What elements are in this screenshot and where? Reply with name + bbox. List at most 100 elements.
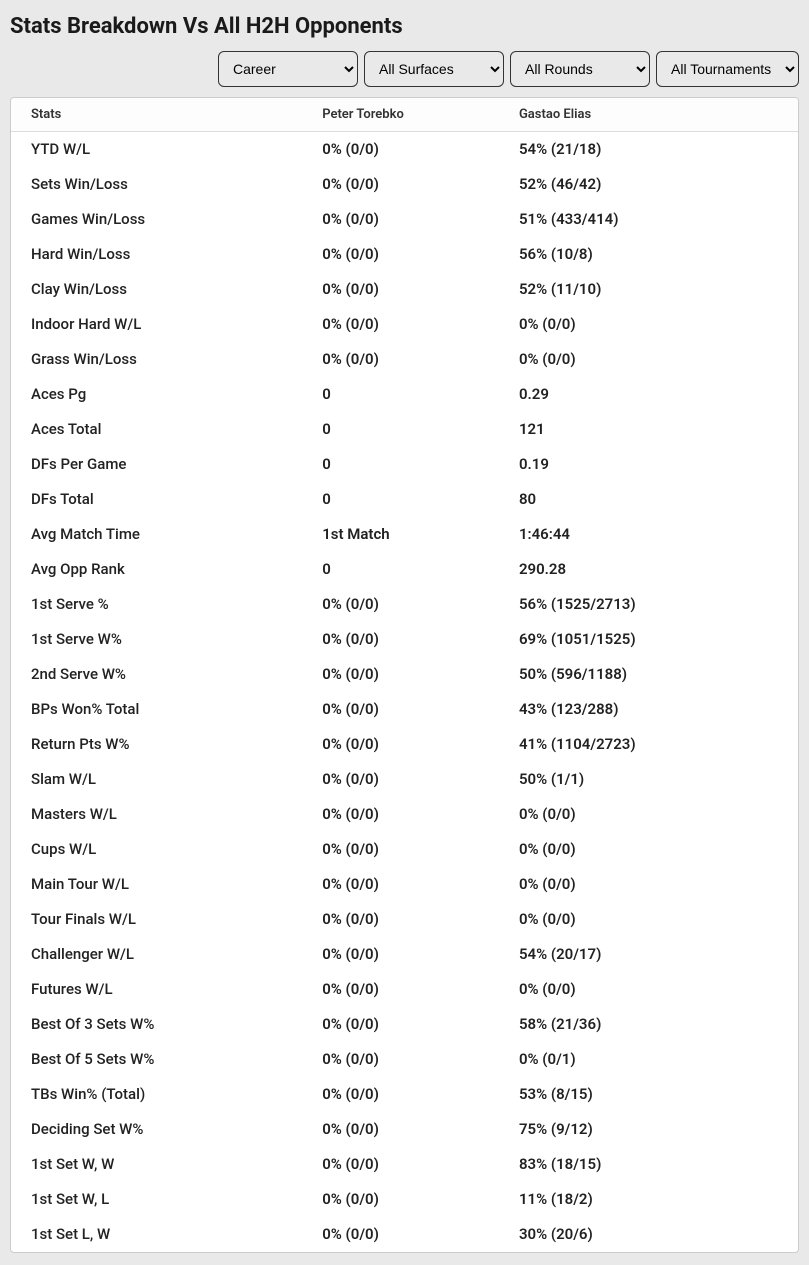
round-select[interactable]: All Rounds <box>510 51 650 87</box>
col-header-player1: Peter Torebko <box>302 98 499 132</box>
stat-value: 0% (0/0) <box>302 342 499 377</box>
stat-label: DFs Per Game <box>11 447 302 482</box>
stat-label: YTD W/L <box>11 132 302 167</box>
table-row: 1st Serve %0% (0/0)56% (1525/2713) <box>11 587 798 622</box>
table-row: DFs Total080 <box>11 482 798 517</box>
table-row: Return Pts W%0% (0/0)41% (1104/2723) <box>11 727 798 762</box>
table-row: Avg Opp Rank0290.28 <box>11 552 798 587</box>
stat-value: 0% (0/0) <box>302 587 499 622</box>
stat-value: 54% (21/18) <box>499 132 798 167</box>
stats-container: Stats Breakdown Vs All H2H Opponents Car… <box>0 0 809 1263</box>
table-row: Best Of 3 Sets W%0% (0/0)58% (21/36) <box>11 1007 798 1042</box>
stat-value: 0% (0/0) <box>499 867 798 902</box>
stat-label: Games Win/Loss <box>11 202 302 237</box>
stat-value: 0 <box>302 482 499 517</box>
filters-row: Career All Surfaces All Rounds All Tourn… <box>10 51 799 87</box>
stat-value: 0% (0/0) <box>302 727 499 762</box>
table-row: 2nd Serve W%0% (0/0)50% (596/1188) <box>11 657 798 692</box>
table-row: Deciding Set W%0% (0/0)75% (9/12) <box>11 1112 798 1147</box>
stat-value: 0% (0/0) <box>302 167 499 202</box>
stat-value: 0% (0/0) <box>302 1147 499 1182</box>
stat-value: 80 <box>499 482 798 517</box>
stat-value: 54% (20/17) <box>499 937 798 972</box>
stat-value: 0% (0/0) <box>499 902 798 937</box>
stat-label: 2nd Serve W% <box>11 657 302 692</box>
stat-value: 0% (0/0) <box>302 797 499 832</box>
table-row: Clay Win/Loss0% (0/0)52% (11/10) <box>11 272 798 307</box>
stat-value: 0% (0/0) <box>302 832 499 867</box>
stat-value: 0% (0/0) <box>302 1077 499 1112</box>
stat-value: 0% (0/1) <box>499 1042 798 1077</box>
table-row: YTD W/L0% (0/0)54% (21/18) <box>11 132 798 167</box>
stats-table-wrapper: Stats Peter Torebko Gastao Elias YTD W/L… <box>10 97 799 1253</box>
col-header-stats: Stats <box>11 98 302 132</box>
stat-value: 0% (0/0) <box>302 902 499 937</box>
stat-label: 1st Set L, W <box>11 1217 302 1252</box>
table-row: Avg Match Time1st Match1:46:44 <box>11 517 798 552</box>
stat-label: Return Pts W% <box>11 727 302 762</box>
stat-value: 0 <box>302 552 499 587</box>
stat-value: 0 <box>302 412 499 447</box>
stats-table: Stats Peter Torebko Gastao Elias YTD W/L… <box>11 98 798 1252</box>
stat-value: 0% (0/0) <box>302 1112 499 1147</box>
table-row: Main Tour W/L0% (0/0)0% (0/0) <box>11 867 798 902</box>
stat-value: 52% (46/42) <box>499 167 798 202</box>
stat-value: 0% (0/0) <box>302 867 499 902</box>
stat-value: 69% (1051/1525) <box>499 622 798 657</box>
stat-label: Best Of 5 Sets W% <box>11 1042 302 1077</box>
stat-value: 0.19 <box>499 447 798 482</box>
table-row: DFs Per Game00.19 <box>11 447 798 482</box>
stat-value: 0% (0/0) <box>302 657 499 692</box>
stats-tbody: YTD W/L0% (0/0)54% (21/18)Sets Win/Loss0… <box>11 132 798 1252</box>
stat-value: 0% (0/0) <box>302 237 499 272</box>
stat-value: 52% (11/10) <box>499 272 798 307</box>
table-row: 1st Set W, L0% (0/0)11% (18/2) <box>11 1182 798 1217</box>
stat-value: 51% (433/414) <box>499 202 798 237</box>
stat-label: Avg Opp Rank <box>11 552 302 587</box>
stat-label: Sets Win/Loss <box>11 167 302 202</box>
stat-value: 1:46:44 <box>499 517 798 552</box>
stat-value: 0% (0/0) <box>302 1182 499 1217</box>
timeframe-select[interactable]: Career <box>218 51 358 87</box>
stat-value: 0% (0/0) <box>302 1042 499 1077</box>
stat-value: 0% (0/0) <box>302 1007 499 1042</box>
table-row: TBs Win% (Total)0% (0/0)53% (8/15) <box>11 1077 798 1112</box>
table-row: Challenger W/L0% (0/0)54% (20/17) <box>11 937 798 972</box>
stat-value: 0% (0/0) <box>302 202 499 237</box>
stat-label: Avg Match Time <box>11 517 302 552</box>
stat-value: 0 <box>302 377 499 412</box>
stat-label: 1st Serve % <box>11 587 302 622</box>
stat-label: Challenger W/L <box>11 937 302 972</box>
stat-value: 0% (0/0) <box>499 342 798 377</box>
stat-value: 30% (20/6) <box>499 1217 798 1252</box>
stat-label: Main Tour W/L <box>11 867 302 902</box>
table-row: Tour Finals W/L0% (0/0)0% (0/0) <box>11 902 798 937</box>
table-row: Best Of 5 Sets W%0% (0/0)0% (0/1) <box>11 1042 798 1077</box>
stat-label: Grass Win/Loss <box>11 342 302 377</box>
table-row: Games Win/Loss0% (0/0)51% (433/414) <box>11 202 798 237</box>
stat-value: 75% (9/12) <box>499 1112 798 1147</box>
stat-value: 53% (8/15) <box>499 1077 798 1112</box>
stat-label: DFs Total <box>11 482 302 517</box>
stat-value: 50% (1/1) <box>499 762 798 797</box>
table-row: Slam W/L0% (0/0)50% (1/1) <box>11 762 798 797</box>
table-row: Aces Pg00.29 <box>11 377 798 412</box>
stat-value: 83% (18/15) <box>499 1147 798 1182</box>
stat-value: 56% (1525/2713) <box>499 587 798 622</box>
stat-value: 290.28 <box>499 552 798 587</box>
stat-value: 50% (596/1188) <box>499 657 798 692</box>
stat-value: 0% (0/0) <box>302 972 499 1007</box>
table-row: Masters W/L0% (0/0)0% (0/0) <box>11 797 798 832</box>
stat-label: Indoor Hard W/L <box>11 307 302 342</box>
stat-value: 121 <box>499 412 798 447</box>
stat-value: 0% (0/0) <box>499 832 798 867</box>
tournament-select[interactable]: All Tournaments <box>656 51 799 87</box>
col-header-player2: Gastao Elias <box>499 98 798 132</box>
table-row: Futures W/L0% (0/0)0% (0/0) <box>11 972 798 1007</box>
stat-label: Slam W/L <box>11 762 302 797</box>
stat-label: Cups W/L <box>11 832 302 867</box>
stat-value: 11% (18/2) <box>499 1182 798 1217</box>
surface-select[interactable]: All Surfaces <box>364 51 504 87</box>
table-row: Indoor Hard W/L0% (0/0)0% (0/0) <box>11 307 798 342</box>
stat-label: Futures W/L <box>11 972 302 1007</box>
